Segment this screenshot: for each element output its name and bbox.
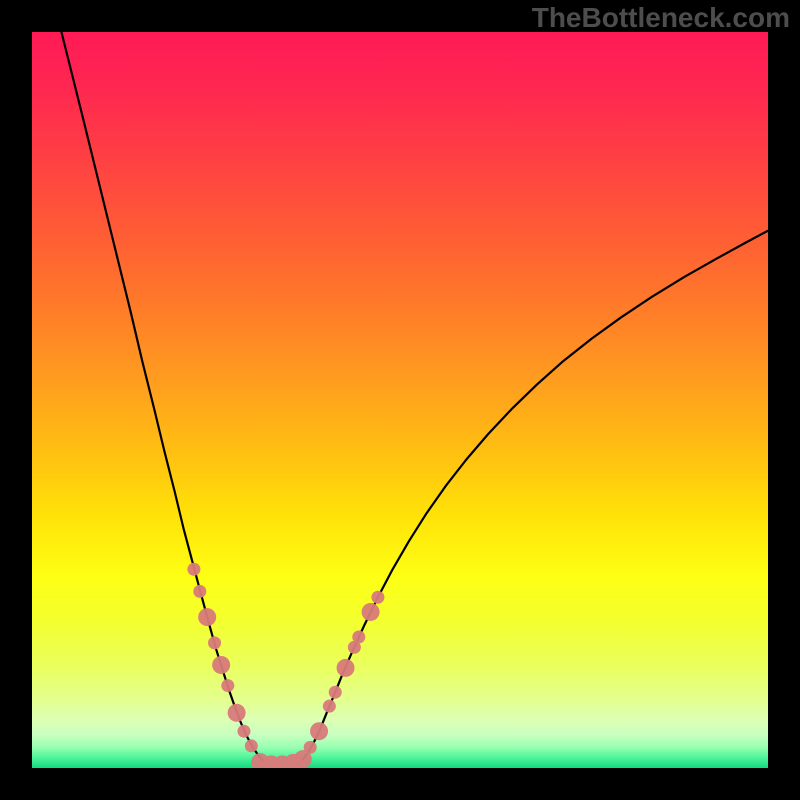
marker-right-6 [352, 630, 365, 643]
marker-left-8 [245, 739, 258, 752]
marker-left-0 [187, 563, 200, 576]
marker-left-4 [212, 656, 230, 674]
marker-left-3 [208, 636, 221, 649]
watermark-text: TheBottleneck.com [532, 2, 790, 34]
marker-left-6 [228, 704, 246, 722]
marker-right-1 [310, 722, 328, 740]
marker-left-2 [198, 608, 216, 626]
marker-right-4 [337, 659, 355, 677]
marker-right-8 [371, 591, 384, 604]
marker-left-1 [193, 585, 206, 598]
marker-right-2 [323, 700, 336, 713]
chart-plot [32, 32, 768, 768]
marker-left-7 [237, 725, 250, 738]
marker-valley-4 [294, 750, 312, 768]
marker-left-5 [221, 679, 234, 692]
marker-right-3 [329, 686, 342, 699]
gradient-background [32, 32, 768, 768]
marker-right-7 [362, 603, 380, 621]
